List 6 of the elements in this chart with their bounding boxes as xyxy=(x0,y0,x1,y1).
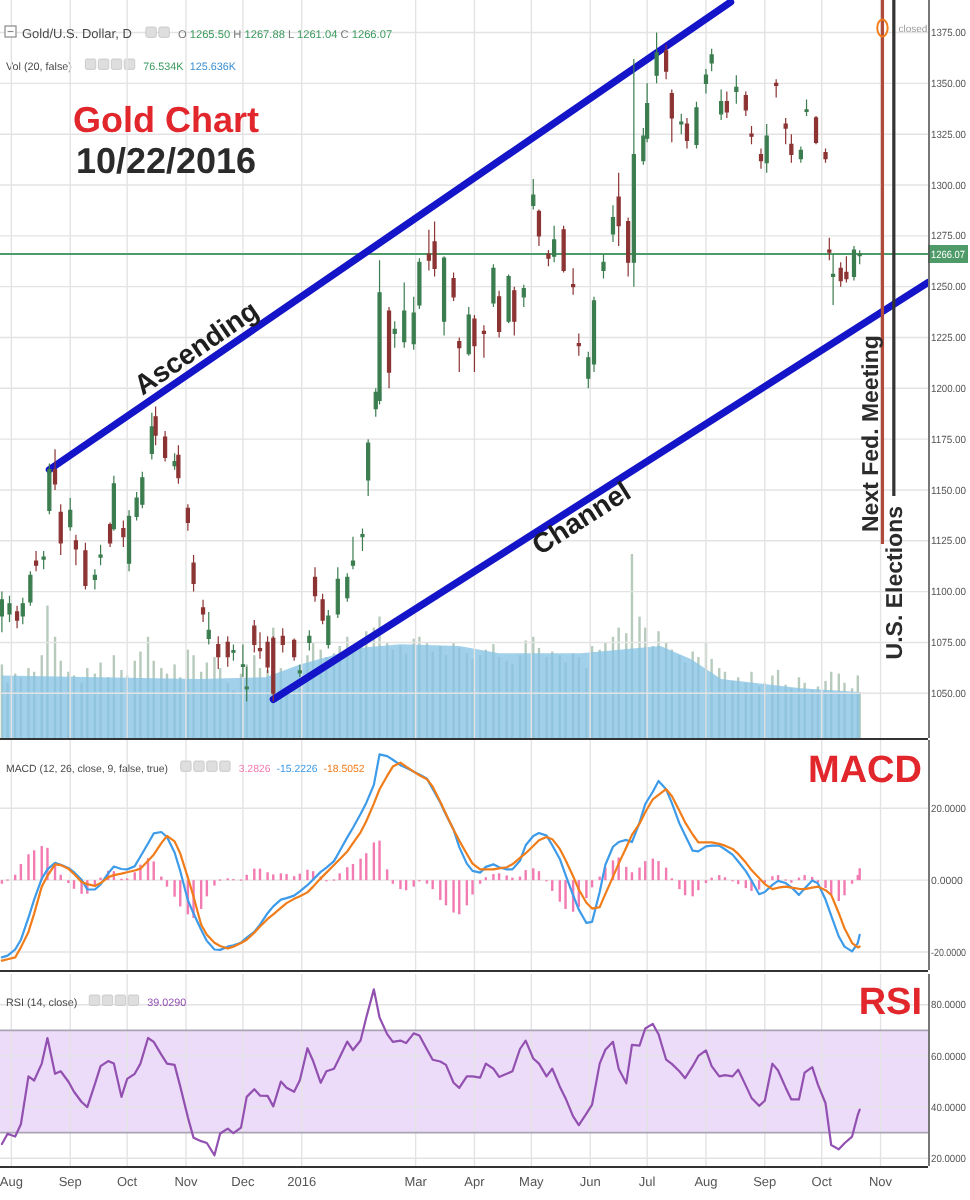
ref-line-label: Next Fed. Meeting xyxy=(860,335,885,532)
text: 10/22/2016 xyxy=(75,141,257,181)
ref-line-label: U.S. Elections xyxy=(884,506,909,660)
chart-title: RSI xyxy=(858,982,922,1024)
text: Gold Chart xyxy=(73,100,260,140)
chart-title: MACD xyxy=(808,750,922,792)
